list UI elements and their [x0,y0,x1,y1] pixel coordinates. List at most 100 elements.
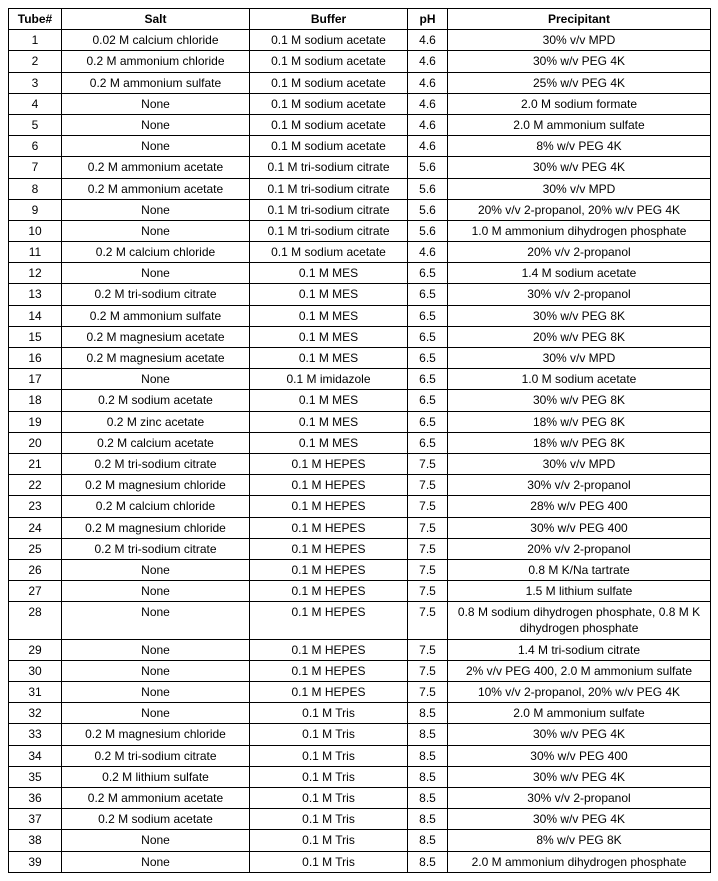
table-cell: 0.1 M tri-sodium citrate [250,157,408,178]
table-cell: None [62,559,250,580]
table-cell: 0.2 M tri-sodium citrate [62,745,250,766]
table-cell: 6.5 [408,305,448,326]
table-cell: 30 [9,660,62,681]
table-row: 240.2 M magnesium chloride0.1 M HEPES7.5… [9,517,711,538]
table-cell: 33 [9,724,62,745]
table-cell: 0.1 M HEPES [250,496,408,517]
table-cell: 6.5 [408,390,448,411]
table-cell: 0.2 M ammonium sulfate [62,305,250,326]
table-cell: 0.1 M HEPES [250,475,408,496]
table-cell: 30% w/v PEG 4K [448,766,711,787]
table-cell: 2 [9,51,62,72]
table-cell: 4.6 [408,51,448,72]
table-cell: 4.6 [408,242,448,263]
col-header-tube: Tube# [9,9,62,30]
table-cell: 30% v/v 2-propanol [448,787,711,808]
table-cell: 27 [9,581,62,602]
table-cell: 0.1 M Tris [250,724,408,745]
table-cell: 6.5 [408,284,448,305]
table-cell: None [62,136,250,157]
table-cell: 8% w/v PEG 8K [448,830,711,851]
table-cell: 0.2 M magnesium acetate [62,348,250,369]
table-cell: 30% w/v PEG 8K [448,305,711,326]
table-cell: 20% v/v 2-propanol [448,538,711,559]
table-cell: 34 [9,745,62,766]
table-cell: 30% w/v PEG 4K [448,724,711,745]
table-cell: 0.2 M lithium sulfate [62,766,250,787]
table-cell: 30% v/v 2-propanol [448,284,711,305]
table-cell: 25 [9,538,62,559]
table-cell: 3 [9,72,62,93]
table-cell: 18 [9,390,62,411]
table-cell: 36 [9,787,62,808]
col-header-precipitant: Precipitant [448,9,711,30]
table-cell: None [62,220,250,241]
table-cell: 7.5 [408,682,448,703]
table-cell: 0.1 M MES [250,411,408,432]
crystallization-table: Tube# Salt Buffer pH Precipitant 10.02 M… [8,8,711,873]
table-cell: 7.5 [408,538,448,559]
table-cell: 7 [9,157,62,178]
table-cell: 0.1 M HEPES [250,538,408,559]
table-cell: 18% w/v PEG 8K [448,411,711,432]
table-cell: 20% w/v PEG 8K [448,326,711,347]
col-header-ph: pH [408,9,448,30]
table-cell: 0.1 M tri-sodium citrate [250,199,408,220]
table-cell: 0.8 M sodium dihydrogen phosphate, 0.8 M… [448,602,711,639]
table-cell: 0.2 M ammonium sulfate [62,72,250,93]
table-cell: 4.6 [408,72,448,93]
table-cell: 8.5 [408,745,448,766]
table-row: 30None0.1 M HEPES7.52% v/v PEG 400, 2.0 … [9,660,711,681]
table-cell: 32 [9,703,62,724]
table-row: 200.2 M calcium acetate0.1 M MES6.518% w… [9,432,711,453]
table-cell: 22 [9,475,62,496]
table-cell: 0.1 M Tris [250,809,408,830]
table-cell: 8.5 [408,787,448,808]
table-cell: 0.1 M MES [250,263,408,284]
table-row: 110.2 M calcium chloride0.1 M sodium ace… [9,242,711,263]
table-cell: None [62,703,250,724]
table-cell: None [62,639,250,660]
table-cell: None [62,851,250,872]
table-cell: None [62,581,250,602]
table-cell: 2.0 M ammonium sulfate [448,703,711,724]
table-row: 32None0.1 M Tris8.52.0 M ammonium sulfat… [9,703,711,724]
table-cell: 39 [9,851,62,872]
table-cell: 8% w/v PEG 4K [448,136,711,157]
table-cell: 0.1 M HEPES [250,517,408,538]
table-row: 70.2 M ammonium acetate0.1 M tri-sodium … [9,157,711,178]
table-cell: 4.6 [408,114,448,135]
table-row: 250.2 M tri-sodium citrate0.1 M HEPES7.5… [9,538,711,559]
table-cell: 0.1 M HEPES [250,660,408,681]
table-row: 17None0.1 M imidazole6.51.0 M sodium ace… [9,369,711,390]
table-cell: 24 [9,517,62,538]
table-cell: 1.0 M sodium acetate [448,369,711,390]
table-cell: 0.1 M MES [250,305,408,326]
table-cell: 29 [9,639,62,660]
table-cell: 7.5 [408,453,448,474]
table-cell: 21 [9,453,62,474]
table-cell: 0.2 M calcium chloride [62,242,250,263]
table-cell: 4 [9,93,62,114]
table-cell: None [62,93,250,114]
table-cell: 0.1 M HEPES [250,581,408,602]
table-row: 10.02 M calcium chloride0.1 M sodium ace… [9,30,711,51]
table-cell: 8.5 [408,851,448,872]
table-row: 210.2 M tri-sodium citrate0.1 M HEPES7.5… [9,453,711,474]
table-row: 4None0.1 M sodium acetate4.62.0 M sodium… [9,93,711,114]
table-cell: 1.5 M lithium sulfate [448,581,711,602]
table-cell: 0.1 M tri-sodium citrate [250,220,408,241]
table-cell: 10% v/v 2-propanol, 20% w/v PEG 4K [448,682,711,703]
table-cell: 12 [9,263,62,284]
table-cell: 7.5 [408,496,448,517]
table-cell: 30% w/v PEG 8K [448,390,711,411]
header-row: Tube# Salt Buffer pH Precipitant [9,9,711,30]
table-cell: 5.6 [408,199,448,220]
table-cell: 15 [9,326,62,347]
table-cell: 7.5 [408,602,448,639]
table-cell: 7.5 [408,660,448,681]
table-cell: 30% w/v PEG 4K [448,809,711,830]
table-cell: 0.1 M Tris [250,851,408,872]
table-cell: 0.2 M zinc acetate [62,411,250,432]
table-row: 5None0.1 M sodium acetate4.62.0 M ammoni… [9,114,711,135]
